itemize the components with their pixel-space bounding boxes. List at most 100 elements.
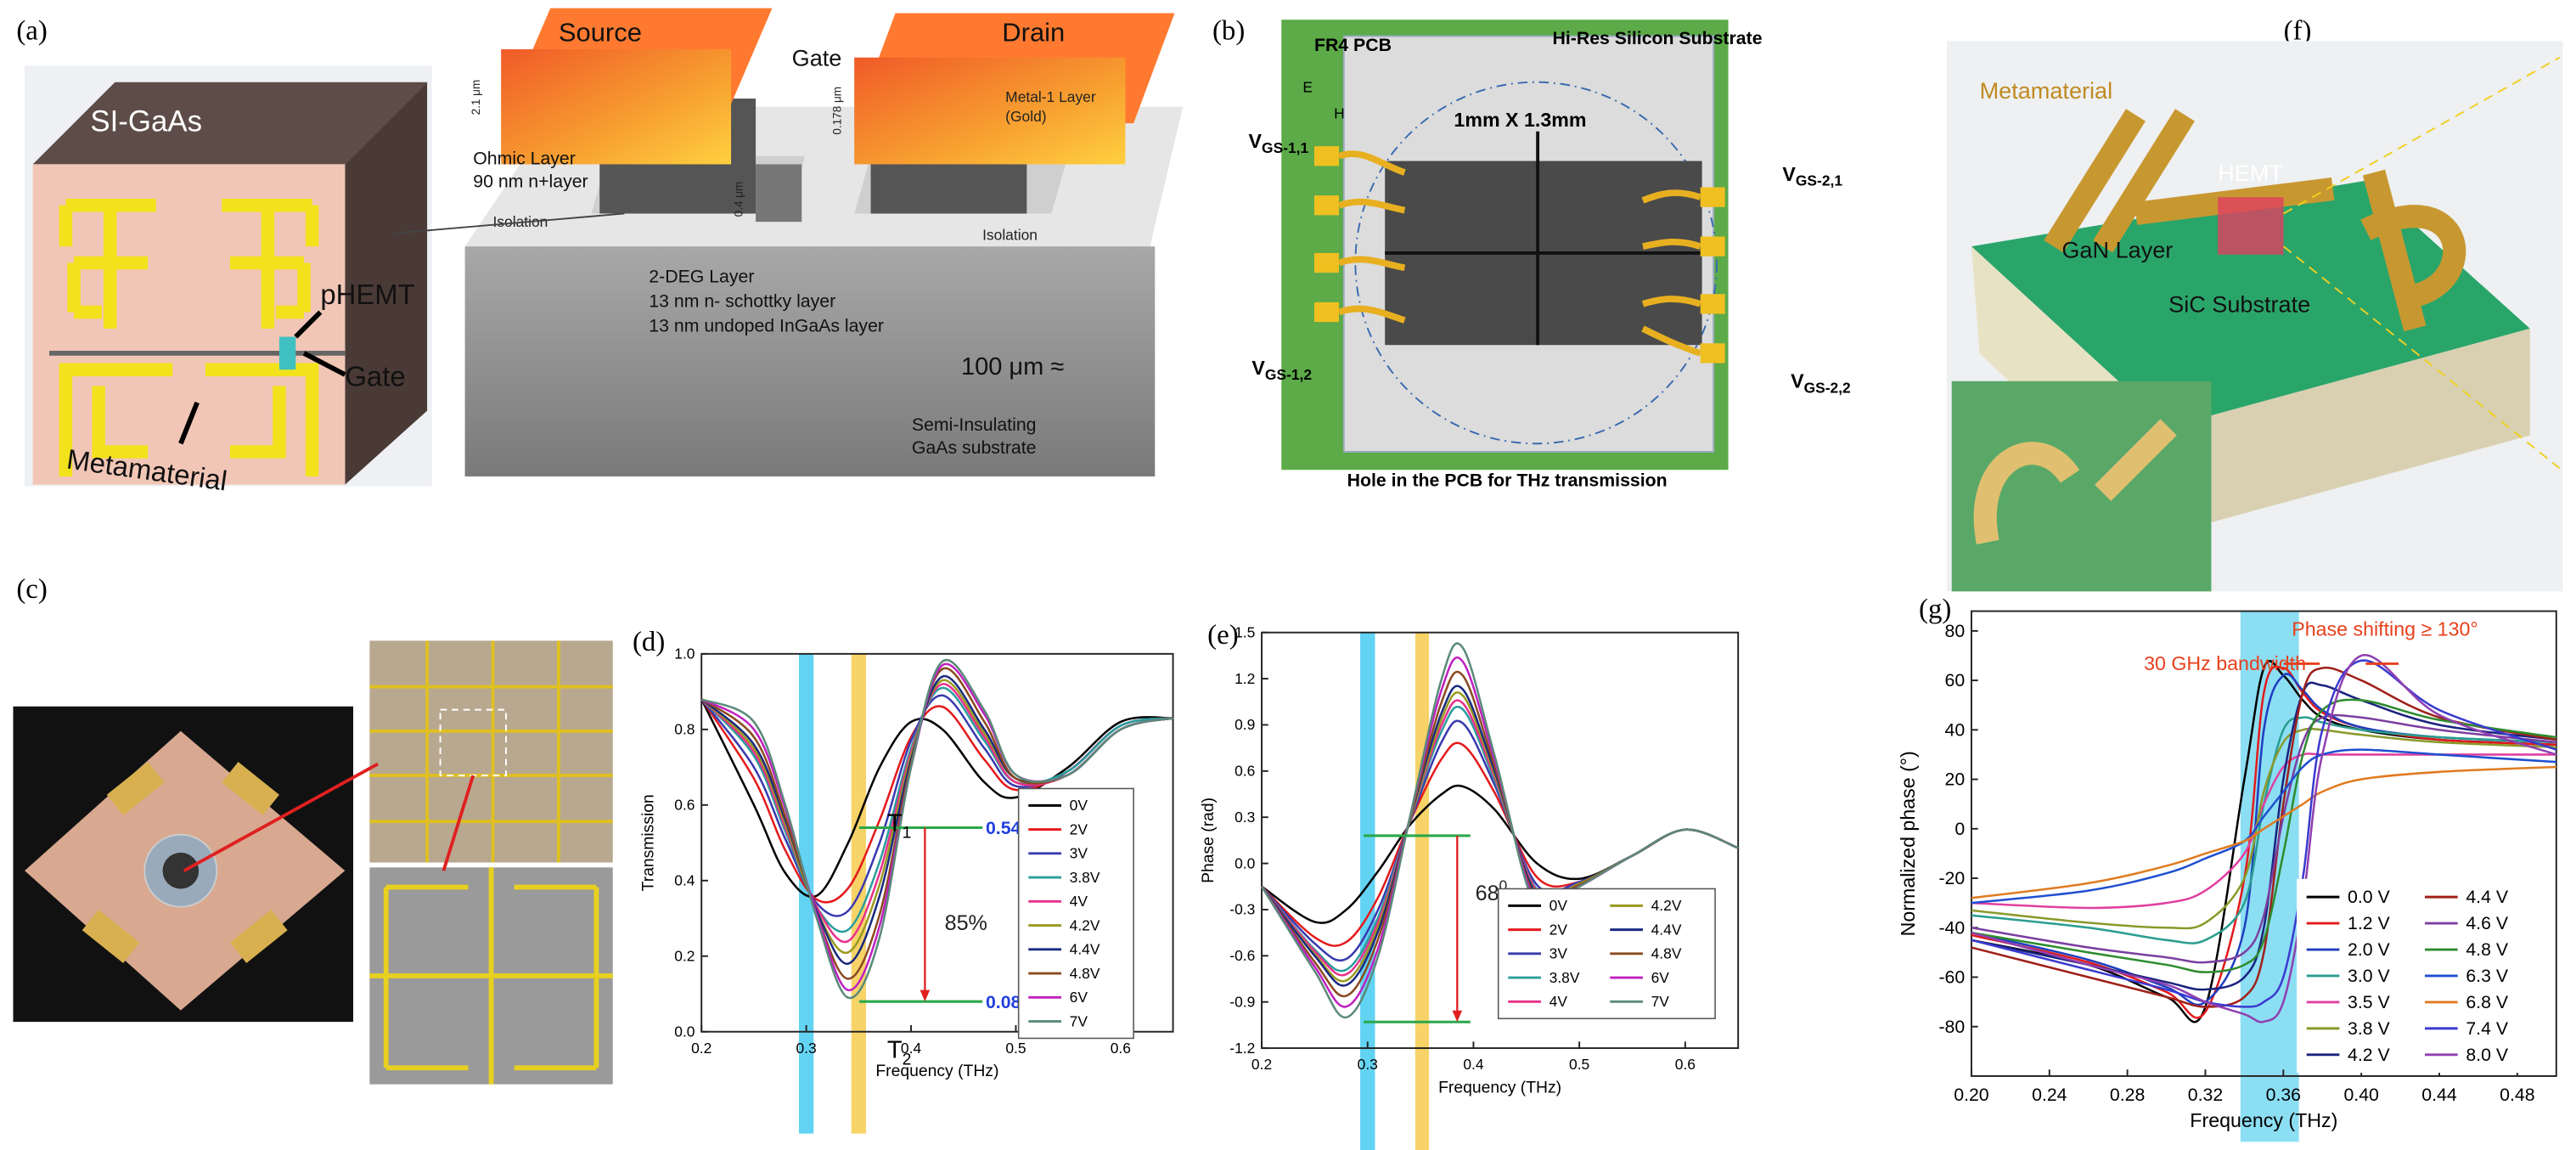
annotation: 680 (1476, 877, 1508, 905)
x-tick-label: 0.4 (1463, 1056, 1484, 1073)
legend-label: 4V (1550, 993, 1568, 1010)
series-line (700, 686, 1173, 933)
reference-label: T2 (887, 1037, 911, 1069)
x-tick-label: 0.2 (691, 1040, 711, 1057)
dimension: 0.178 μm (831, 87, 844, 135)
label: 13 nm undoped InGaAs layer (649, 316, 884, 336)
x-tick-label: 0.24 (2032, 1085, 2067, 1105)
reference-subscript: 1 (903, 823, 912, 842)
highlight-band (798, 653, 814, 1134)
series-line (1260, 642, 1739, 1019)
annotation-superscript: 0 (1499, 877, 1508, 894)
legend-label: 3V (1550, 945, 1568, 962)
label: 90 nm n+layer (473, 172, 588, 192)
legend-label: 7V (1651, 993, 1670, 1010)
legend-label: 4.8V (1070, 965, 1100, 982)
legend-label: 4.6 V (2466, 913, 2508, 933)
x-tick-label: 0.40 (2343, 1085, 2378, 1105)
label: 13 nm n- schottky layer (649, 291, 835, 312)
legend-label: 2V (1550, 921, 1568, 938)
label: SiC Substrate (2168, 291, 2310, 318)
label: Ohmic Layer (473, 148, 576, 168)
panel-label: (d) (633, 627, 665, 657)
legend-label: 0V (1550, 897, 1568, 914)
chip-front (32, 164, 346, 485)
bias-label: VGS-2,2 (1791, 369, 1851, 396)
legend-label: 7V (1070, 1012, 1088, 1029)
panel-label: (g) (1919, 594, 1951, 624)
y-tick-label: 1.0 (674, 645, 695, 662)
label: 1mm X 1.3mm (1454, 109, 1586, 131)
label: GaAs substrate (912, 437, 1037, 458)
series-line (1971, 748, 2556, 905)
y-tick-label: 0.4 (674, 872, 695, 889)
arrow-head (920, 989, 931, 1002)
label: Metal-1 Layer (1005, 88, 1096, 105)
legend-label: 7.4 V (2466, 1018, 2508, 1039)
drain-block (854, 57, 1126, 165)
y-tick-label: -20 (1938, 868, 1965, 888)
zoom-line (2282, 245, 2561, 470)
legend-label: 6V (1070, 989, 1088, 1006)
y-tick-label: 1.2 (1235, 670, 1255, 687)
x-tick-label: 0.2 (1251, 1056, 1272, 1073)
series-line (1971, 716, 2556, 944)
y-tick-label: 1.5 (1235, 624, 1255, 641)
series-line (700, 698, 1173, 899)
label: Isolation (492, 213, 548, 230)
highlight-band (1415, 632, 1430, 1150)
plot-frame (700, 652, 1174, 1033)
legend-label: 0.0 V (2348, 887, 2390, 907)
y-tick-label: 40 (1945, 719, 1966, 740)
chip (162, 852, 200, 889)
pointer (394, 212, 625, 234)
bias-label: VGS-1,2 (1251, 357, 1312, 383)
plot-frame (1261, 631, 1740, 1050)
label: Drain (1002, 17, 1065, 47)
y-tick-label: 0 (1954, 819, 1965, 839)
legend-label: 0V (1070, 797, 1088, 814)
label: HEMT (2218, 160, 2283, 186)
label: Isolation (982, 226, 1038, 243)
legend-label: 3V (1070, 845, 1088, 862)
annotation-text: 30 GHz bandwidth (2144, 652, 2306, 674)
legend-label: 4.2V (1070, 916, 1100, 933)
legend-label: 6.8 V (2466, 992, 2508, 1012)
label: Hi-Res Silicon Substrate (1553, 28, 1763, 48)
sic-substrate (2168, 328, 2530, 534)
label: pHEMT (320, 279, 414, 310)
bias-label: VGS-1,1 (1249, 130, 1309, 156)
x-axis-label: Frequency (THz) (2190, 1109, 2337, 1131)
reference-value: 0.54 (986, 818, 1021, 838)
legend-label: 1.2 V (2348, 913, 2390, 933)
label: Semi-Insulating (912, 414, 1037, 435)
arrow (183, 762, 379, 872)
dimension: 0.4 μm (733, 182, 745, 217)
label: FR4 PCB (1314, 35, 1392, 55)
y-tick-label: -0.9 (1229, 994, 1255, 1011)
legend-label: 8.0 V (2466, 1045, 2508, 1065)
y-tick-label: -80 (1938, 1017, 1965, 1037)
series-line (1971, 654, 2557, 1023)
label: SI-GaAs (90, 105, 202, 138)
y-tick-label: 0.8 (674, 721, 695, 738)
y-tick-label: 0.0 (674, 1023, 695, 1040)
label: Gate (792, 44, 842, 70)
panel-label: (e) (1207, 620, 1239, 651)
annotation-text: 68 (1476, 882, 1499, 905)
x-tick-label: 0.36 (2266, 1085, 2301, 1105)
legend-label: 4.4V (1070, 941, 1100, 958)
pads (1313, 146, 1725, 364)
y-tick-label: -1.2 (1229, 1040, 1255, 1057)
legend-label: 3.8V (1070, 869, 1100, 886)
zoom-line (2283, 56, 2561, 215)
legend-label: 3.8 V (2348, 1018, 2390, 1039)
panel-label: (b) (1212, 15, 1245, 46)
y-tick-label: 60 (1945, 670, 1966, 691)
series-line (1971, 765, 2556, 899)
y-tick-label: -40 (1938, 917, 1965, 938)
legend-label: 3.8V (1550, 969, 1580, 986)
reference-subscript: 2 (903, 1050, 912, 1068)
legend-label: 4.4 V (2466, 887, 2508, 907)
